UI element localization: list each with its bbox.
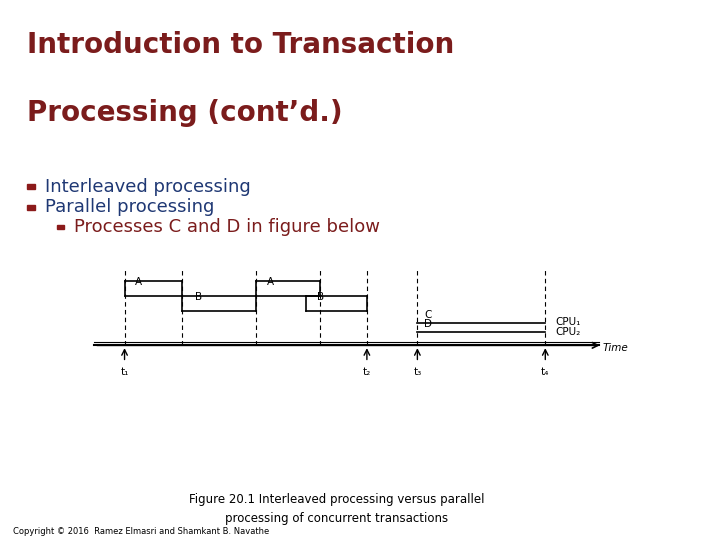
Text: Interleaved processing: Interleaved processing bbox=[45, 178, 251, 195]
Text: B: B bbox=[195, 292, 202, 302]
Text: A: A bbox=[135, 276, 142, 287]
Text: A: A bbox=[267, 276, 274, 287]
Text: D: D bbox=[424, 319, 432, 329]
Text: Processing (cont’d.): Processing (cont’d.) bbox=[27, 99, 343, 127]
Text: B: B bbox=[318, 292, 324, 302]
Bar bbox=[57, 225, 64, 229]
Text: Processes C and D in figure below: Processes C and D in figure below bbox=[74, 218, 380, 236]
Text: CPU₁: CPU₁ bbox=[555, 316, 581, 327]
Text: t₃: t₃ bbox=[413, 367, 421, 377]
Text: Parallel processing: Parallel processing bbox=[45, 198, 215, 217]
Bar bbox=[27, 184, 35, 189]
Text: Copyright © 2016  Ramez Elmasri and Shamkant B. Navathe: Copyright © 2016 Ramez Elmasri and Shamk… bbox=[14, 527, 270, 536]
Text: Introduction to Transaction: Introduction to Transaction bbox=[27, 31, 454, 59]
Text: CPU₂: CPU₂ bbox=[555, 327, 580, 337]
Text: Slide 20-5: Slide 20-5 bbox=[678, 522, 720, 532]
Text: Time: Time bbox=[603, 343, 629, 353]
Text: t₂: t₂ bbox=[363, 367, 371, 377]
Bar bbox=[27, 205, 35, 210]
Text: processing of concurrent transactions: processing of concurrent transactions bbox=[225, 512, 448, 525]
Text: Figure 20.1 Interleaved processing versus parallel: Figure 20.1 Interleaved processing versu… bbox=[189, 493, 485, 506]
Text: t₁: t₁ bbox=[120, 367, 129, 377]
Text: t₄: t₄ bbox=[541, 367, 549, 377]
Text: C: C bbox=[424, 309, 431, 320]
